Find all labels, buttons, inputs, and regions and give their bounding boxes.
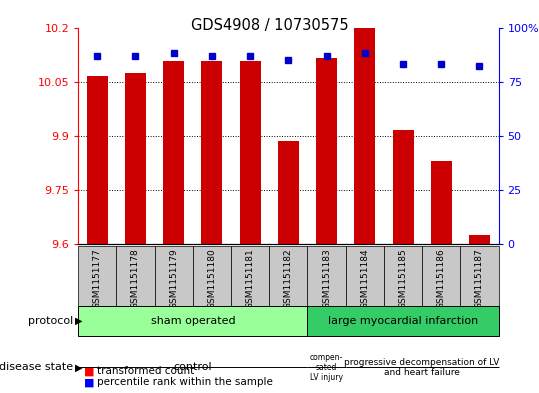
Text: protocol: protocol: [27, 316, 73, 326]
Bar: [307, 306, 499, 336]
Text: GSM1151187: GSM1151187: [475, 249, 484, 309]
Bar: [469, 235, 490, 244]
Text: compen-
sated
LV injury: compen- sated LV injury: [310, 353, 343, 382]
Text: GSM1151182: GSM1151182: [284, 249, 293, 309]
Text: GSM1151183: GSM1151183: [322, 249, 331, 309]
Text: ■: ■: [84, 366, 94, 376]
Bar: [270, 246, 307, 307]
Bar: [392, 130, 413, 244]
Text: transformed count: transformed count: [97, 366, 194, 376]
Text: sham operated: sham operated: [150, 316, 235, 326]
Bar: [78, 306, 307, 336]
Bar: [78, 246, 116, 307]
Text: control: control: [174, 362, 212, 373]
Bar: [431, 161, 452, 244]
Text: ▶: ▶: [75, 316, 83, 326]
Bar: [155, 246, 193, 307]
Text: disease state: disease state: [0, 362, 73, 373]
Bar: [345, 246, 384, 307]
Bar: [231, 246, 270, 307]
Text: GSM1151179: GSM1151179: [169, 249, 178, 309]
Text: GSM1151181: GSM1151181: [246, 249, 254, 309]
Bar: [422, 246, 460, 307]
Text: GSM1151184: GSM1151184: [360, 249, 369, 309]
Text: GDS4908 / 10730575: GDS4908 / 10730575: [191, 18, 348, 33]
Text: GSM1151180: GSM1151180: [208, 249, 217, 309]
Text: large myocardial infarction: large myocardial infarction: [328, 316, 478, 326]
Bar: [316, 58, 337, 244]
Bar: [240, 61, 261, 244]
Text: GSM1151186: GSM1151186: [437, 249, 446, 309]
Bar: [163, 61, 184, 244]
Bar: [193, 246, 231, 307]
Text: ■: ■: [84, 377, 94, 387]
Text: GSM1151185: GSM1151185: [398, 249, 407, 309]
Bar: [202, 61, 223, 244]
Bar: [116, 246, 155, 307]
Text: GSM1151177: GSM1151177: [93, 249, 102, 309]
Bar: [87, 76, 108, 244]
Bar: [354, 28, 375, 244]
Text: ▶: ▶: [75, 362, 83, 373]
Text: GSM1151178: GSM1151178: [131, 249, 140, 309]
Bar: [307, 246, 345, 307]
Text: progressive decompensation of LV
and heart failure: progressive decompensation of LV and hea…: [344, 358, 500, 377]
Text: percentile rank within the sample: percentile rank within the sample: [97, 377, 273, 387]
Bar: [384, 246, 422, 307]
Bar: [125, 73, 146, 244]
Bar: [460, 246, 499, 307]
Bar: [278, 141, 299, 244]
